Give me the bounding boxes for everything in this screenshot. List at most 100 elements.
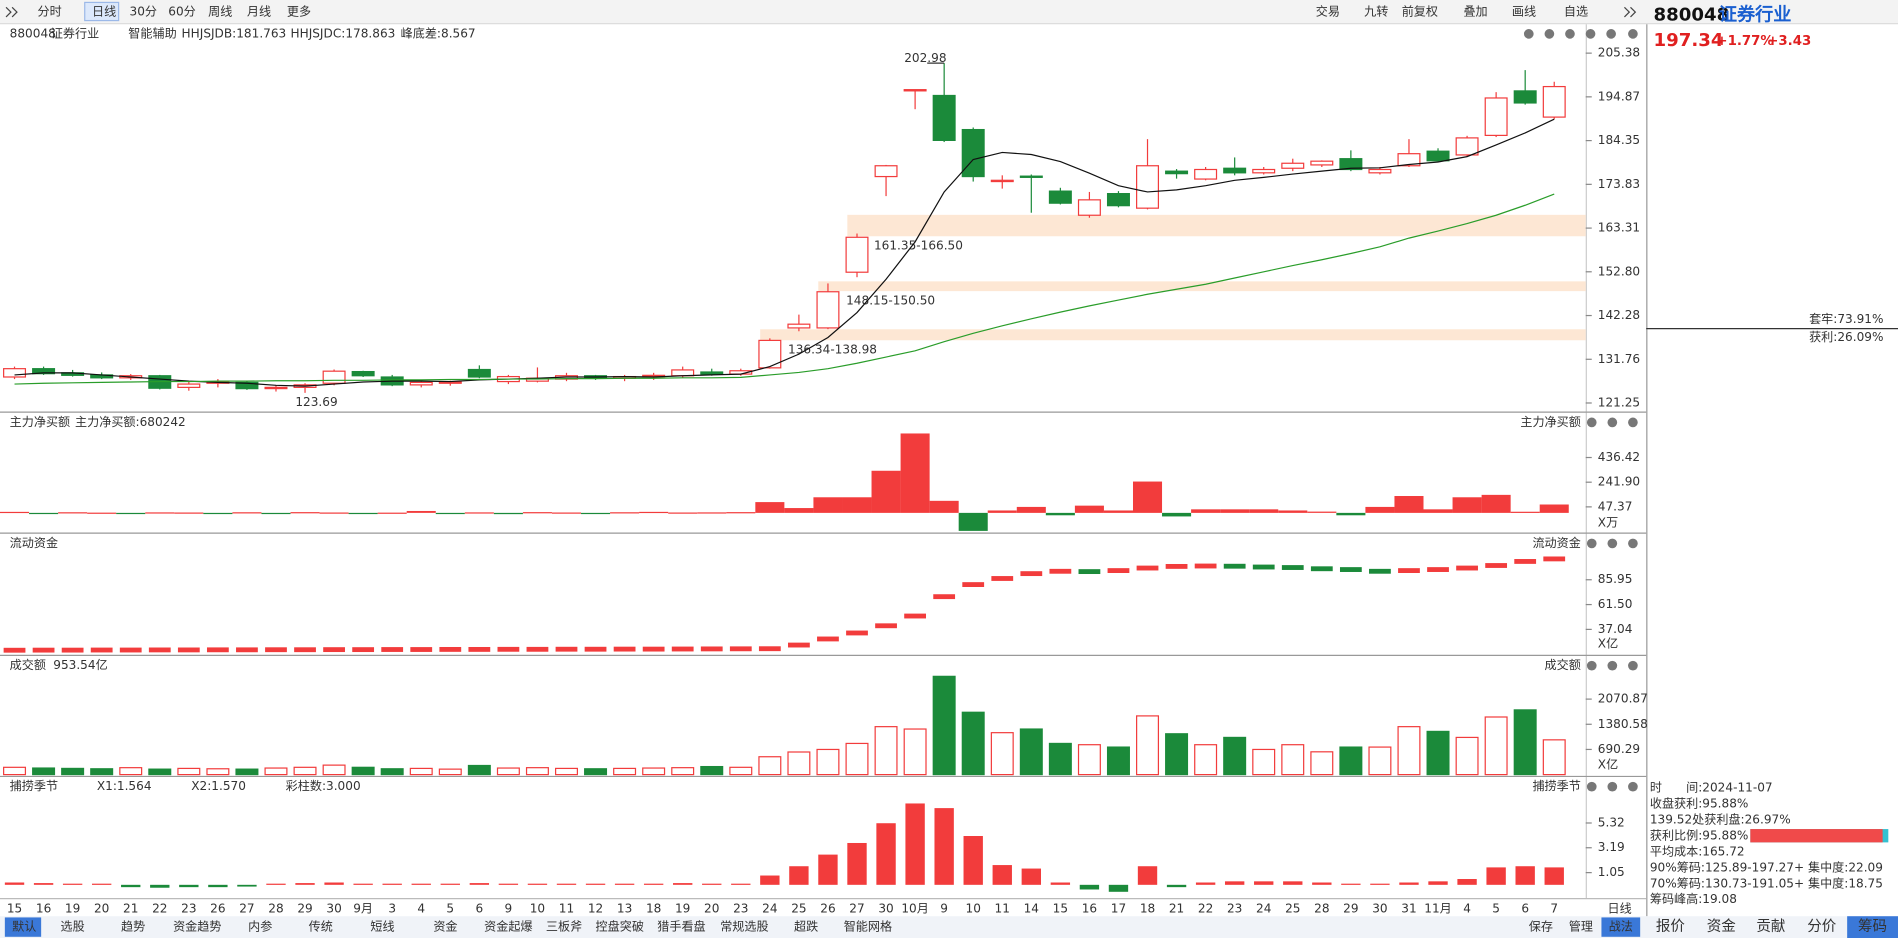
side-tab[interactable]: 筹码 [1858,918,1887,935]
panel-icon[interactable] [1628,660,1638,671]
candle-body [932,94,956,141]
bar [639,511,669,514]
x-tick-label: 9 [940,901,948,915]
bottom-tab[interactable]: 常规选股 [720,919,768,934]
panel-icon[interactable] [1606,29,1616,39]
bottom-tab[interactable]: 内参 [248,919,272,934]
x-tick-label: 23 [1227,901,1242,915]
volume-bar [235,768,259,776]
bottom-action[interactable]: 战法 [1609,920,1633,934]
x-tick-label: 18 [1140,901,1155,915]
toolbar-button[interactable]: 九转 [1364,4,1388,19]
info-line: 139.52处获利盘:26.97% [1650,811,1791,826]
bottom-tab[interactable]: 资金起爆 [484,919,532,934]
panel-icon[interactable] [1628,29,1638,39]
x-tick-label: 16 [1082,901,1097,915]
flow-block [1136,565,1159,571]
toolbar-button[interactable]: 日线 [92,5,116,19]
bottom-tab[interactable]: 超跌 [794,919,818,934]
bottom-tab[interactable]: 三板斧 [546,920,582,934]
side-tab[interactable]: 贡献 [1756,918,1785,935]
bar [934,808,954,885]
panel-icon[interactable] [1607,781,1618,792]
bottom-tab[interactable]: 智能网格 [844,919,892,934]
volume-bar [845,742,869,776]
panel-icon[interactable] [1523,29,1534,39]
volume-bar [1077,744,1101,776]
panel-icon[interactable] [1628,417,1638,428]
panel-icon[interactable] [1586,538,1597,549]
y-tick-label: 1.05 [1598,865,1625,879]
volume-bar [1339,746,1363,776]
panel-icon[interactable] [1628,538,1638,549]
bottom-action[interactable]: 管理 [1569,919,1593,934]
flow-block [1543,556,1566,562]
toolbar-button[interactable]: 分时 [38,5,62,19]
panel-icon[interactable] [1607,417,1618,428]
bottom-tab[interactable]: 短线 [370,920,394,934]
toolbar-button[interactable]: 自选 [1564,5,1588,19]
bottom-action[interactable]: 保存 [1529,920,1553,934]
bar [1423,509,1453,513]
bar [1254,881,1274,885]
toolbar-button[interactable]: 更多 [287,5,311,19]
panel-icon[interactable] [1586,417,1597,428]
panel-icon[interactable] [1544,29,1555,39]
x-tick-label: 23 [181,901,196,915]
zone-label: 161.35-166.50 [874,238,963,252]
flow-block [1165,563,1188,569]
panel-icon[interactable] [1585,29,1596,39]
volume-bar [1513,709,1537,776]
side-tab[interactable]: 报价 [1656,918,1686,935]
toolbar-button[interactable]: 周线 [208,5,232,19]
expand-icon[interactable] [1624,6,1637,18]
x-tick-label: 21 [1169,901,1184,915]
bottom-tab[interactable]: 默认 [12,919,36,934]
toolbar-button[interactable]: 画线 [1512,5,1536,19]
toolbar-button[interactable]: 60分 [168,5,195,19]
collapse-icon[interactable] [5,6,18,18]
side-tab[interactable]: 分价 [1807,918,1837,935]
bottom-tab[interactable]: 选股 [61,920,85,934]
toolbar-button[interactable]: 前复权 [1402,4,1438,19]
panel-icon[interactable] [1607,660,1618,671]
x-tick-label: 28 [268,901,283,915]
toolbar-button[interactable]: 30分 [130,5,157,19]
bottom-tab[interactable]: 资金趋势 [173,919,221,934]
bar [406,510,436,513]
toolbar-button[interactable]: 月线 [247,5,271,19]
bottom-tab[interactable]: 资金 [433,919,457,934]
high-label: 202.98 [904,51,946,65]
bar [203,512,233,515]
candle-body [409,381,433,386]
flow-block [119,647,142,653]
candle-body [467,368,491,378]
bottom-tab[interactable]: 猎手看盘 [657,919,705,934]
volume-bar [990,732,1014,776]
bar [1539,504,1569,513]
y-tick-label: 47.37 [1598,499,1633,513]
ma-line [14,193,1555,385]
x-tick-label: 9月 [353,901,373,915]
panel-icon[interactable] [1628,781,1638,792]
flow-block [584,646,607,652]
bottom-tab[interactable]: 控盘突破 [596,919,644,934]
flow-block [904,613,927,619]
candle-body [1252,168,1276,174]
bottom-tab[interactable]: 趋势 [121,920,145,934]
panel-icon[interactable] [1565,29,1575,39]
change-pct: +1.77% [1716,34,1773,49]
panel-icon[interactable] [1607,538,1618,549]
panel-icon[interactable] [1586,660,1597,671]
toolbar-button[interactable]: 交易 [1316,4,1340,19]
volume-bar [671,767,695,776]
side-tab[interactable]: 资金 [1707,918,1737,935]
unit-label: X万 [1598,515,1618,529]
x-tick-label: 30 [878,901,893,915]
panel-icon[interactable] [1586,781,1597,792]
bottom-tab[interactable]: 传统 [309,919,333,934]
bar [319,512,349,514]
toolbar-button[interactable]: 叠加 [1463,5,1487,19]
x-tick-label: 13 [617,901,632,915]
y-tick-label: 37.04 [1598,622,1633,636]
